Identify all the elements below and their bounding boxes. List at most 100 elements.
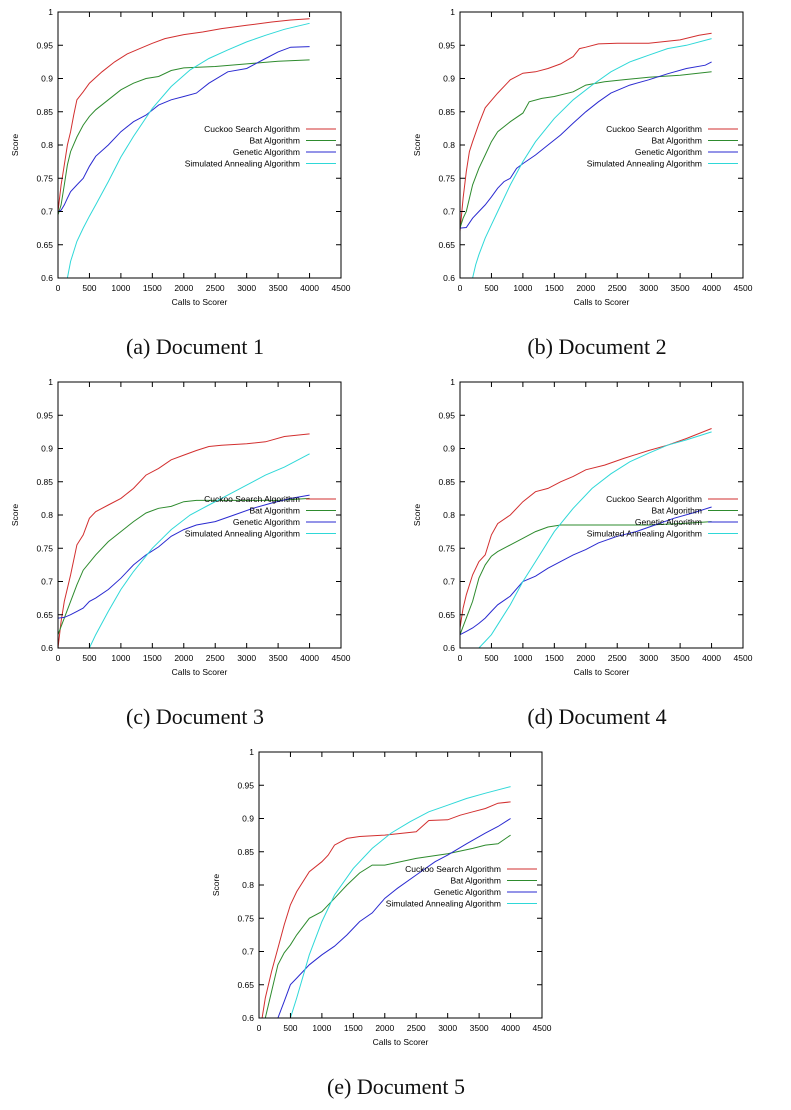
series-line-simulated-annealing-algorithm: [289, 786, 511, 1018]
y-tick-label: 0.9: [443, 74, 455, 84]
x-tick-label: 4000: [702, 653, 721, 663]
x-tick-label: 0: [257, 1023, 262, 1033]
x-tick-label: 3000: [639, 283, 658, 293]
legend: Cuckoo Search Algorithm Bat AlgorithmGene…: [587, 124, 738, 169]
series-line-bat-algorithm: [58, 59, 310, 215]
series-lines: [58, 18, 310, 278]
chart-document-3-plot: 0 500 1000 1500 2000 2500 3000 3500 4000 4500 0.6 0…: [10, 377, 351, 677]
x-tick-label: 500: [484, 653, 498, 663]
series-line-simulated-annealing-algorithm: [472, 38, 712, 278]
x-tick-label: 2000: [576, 283, 595, 293]
y-tick-label: 0.85: [438, 107, 455, 117]
caption-document-1: (a) Document 1: [125, 334, 265, 359]
y-tick-label: 0.7: [41, 207, 53, 217]
y-tick-label: 0.8: [41, 510, 53, 520]
y-tick-label: 0.95: [237, 780, 254, 790]
y-tick-label: 0.6: [41, 273, 53, 283]
legend: Cuckoo Search Algorithm Bat AlgorithmGene…: [185, 494, 336, 539]
series-line-cuckoo-search-algorithm: [460, 428, 712, 629]
y-tick-label: 0.9: [443, 444, 455, 454]
x-tick-label: 0: [458, 653, 463, 663]
x-tick-label: 4500: [734, 653, 753, 663]
y-axis-label: Score: [10, 504, 20, 526]
legend-label-genetic-algorithm: Genetic Algorithm: [635, 147, 702, 157]
chart-document-4: 0 500 1000 1500 2000 2500 3000 3500 4000 4500 0.6 0…: [402, 370, 791, 740]
x-axis-label: Calls to Scorer: [574, 297, 630, 307]
x-tick-label: 1500: [344, 1023, 363, 1033]
x-tick-label: 2500: [407, 1023, 426, 1033]
y-tick-label: 0.95: [438, 410, 455, 420]
chart-document-2-plot: 0 500 1000 1500 2000 2500 3000 3500 4000 4500 0.6 0…: [412, 7, 753, 307]
series-lines: [261, 786, 511, 1018]
x-tick-label: 4500: [332, 653, 351, 663]
legend-label-cuckoo-search-algorithm: Cuckoo Search Algorithm: [204, 494, 300, 504]
y-tick-label: 1: [48, 7, 53, 17]
legend-label-simulated-annealing-algorithm: Simulated Annealing Algorithm: [587, 159, 702, 169]
series-lines: [460, 428, 712, 648]
series-line-bat-algorithm: [264, 834, 511, 1018]
x-tick-label: 4000: [300, 653, 319, 663]
series-line-cuckoo-search-algorithm: [58, 18, 310, 212]
x-tick-label: 0: [458, 283, 463, 293]
y-tick-label: 0.6: [443, 273, 455, 283]
x-tick-label: 4000: [501, 1023, 520, 1033]
legend-label-simulated-annealing-algorithm: Simulated Annealing Algorithm: [185, 159, 300, 169]
caption-document-5: (e) Document 5: [326, 1074, 466, 1099]
legend: Cuckoo Search Algorithm Bat AlgorithmGene…: [386, 864, 537, 909]
y-tick-label: 0.7: [41, 577, 53, 587]
series-line-simulated-annealing-algorithm: [88, 453, 310, 648]
y-tick-label: 0.65: [36, 610, 53, 620]
legend-label-bat-algorithm: Bat Algorithm: [249, 506, 300, 516]
x-tick-label: 1500: [143, 653, 162, 663]
y-axis-label: Score: [211, 874, 221, 896]
y-tick-label: 0.95: [36, 410, 53, 420]
y-tick-label: 0.65: [438, 240, 455, 250]
y-tick-label: 0.75: [237, 913, 254, 923]
x-tick-label: 500: [82, 653, 96, 663]
x-tick-label: 3000: [639, 653, 658, 663]
y-tick-label: 0.9: [41, 444, 53, 454]
y-tick-label: 0.8: [443, 140, 455, 150]
legend-label-genetic-algorithm: Genetic Algorithm: [434, 887, 501, 897]
x-tick-label: 1500: [143, 283, 162, 293]
x-tick-label: 500: [484, 283, 498, 293]
x-tick-label: 3000: [237, 283, 256, 293]
x-tick-label: 3500: [671, 653, 690, 663]
series-line-cuckoo-search-algorithm: [460, 32, 712, 232]
legend-label-simulated-annealing-algorithm: Simulated Annealing Algorithm: [185, 529, 300, 539]
y-tick-label: 0.9: [41, 74, 53, 84]
x-tick-label: 2000: [174, 653, 193, 663]
legend-label-bat-algorithm: Bat Algorithm: [450, 876, 501, 886]
y-tick-label: 0.95: [36, 40, 53, 50]
series-line-cuckoo-search-algorithm: [261, 801, 511, 1018]
x-tick-label: 4000: [300, 283, 319, 293]
caption-document-4: (d) Document 4: [527, 704, 667, 729]
legend-label-simulated-annealing-algorithm: Simulated Annealing Algorithm: [587, 529, 702, 539]
legend-label-cuckoo-search-algorithm: Cuckoo Search Algorithm: [405, 864, 501, 874]
x-tick-label: 4000: [702, 283, 721, 293]
y-tick-label: 0.85: [36, 477, 53, 487]
legend-label-bat-algorithm: Bat Algorithm: [249, 136, 300, 146]
chart-document-5: 0 500 1000 1500 2000 2500 3000 3500 4000 4500 0.6 0…: [201, 740, 591, 1110]
x-tick-label: 2000: [174, 283, 193, 293]
chart-document-1: 0 500 1000 1500 2000 2500 3000 3500 4000 4500 0.6 0…: [0, 0, 390, 370]
y-tick-label: 0.7: [443, 207, 455, 217]
legend-label-genetic-algorithm: Genetic Algorithm: [635, 517, 702, 527]
x-axis-label: Calls to Scorer: [172, 297, 228, 307]
series-lines: [58, 433, 310, 648]
x-tick-label: 500: [283, 1023, 297, 1033]
x-tick-label: 1500: [545, 283, 564, 293]
x-tick-label: 4500: [533, 1023, 552, 1033]
x-tick-label: 2500: [608, 653, 627, 663]
legend-label-bat-algorithm: Bat Algorithm: [651, 506, 702, 516]
series-lines: [460, 32, 712, 278]
x-tick-label: 3500: [470, 1023, 489, 1033]
chart-document-3: 0 500 1000 1500 2000 2500 3000 3500 4000 4500 0.6 0…: [0, 370, 390, 740]
x-tick-label: 500: [82, 283, 96, 293]
y-tick-label: 1: [48, 377, 53, 387]
y-tick-label: 0.75: [438, 173, 455, 183]
y-tick-label: 1: [249, 747, 254, 757]
x-tick-label: 1000: [513, 653, 532, 663]
chart-document-2: 0 500 1000 1500 2000 2500 3000 3500 4000 4500 0.6 0…: [402, 0, 791, 370]
series-line-bat-algorithm: [460, 71, 712, 229]
